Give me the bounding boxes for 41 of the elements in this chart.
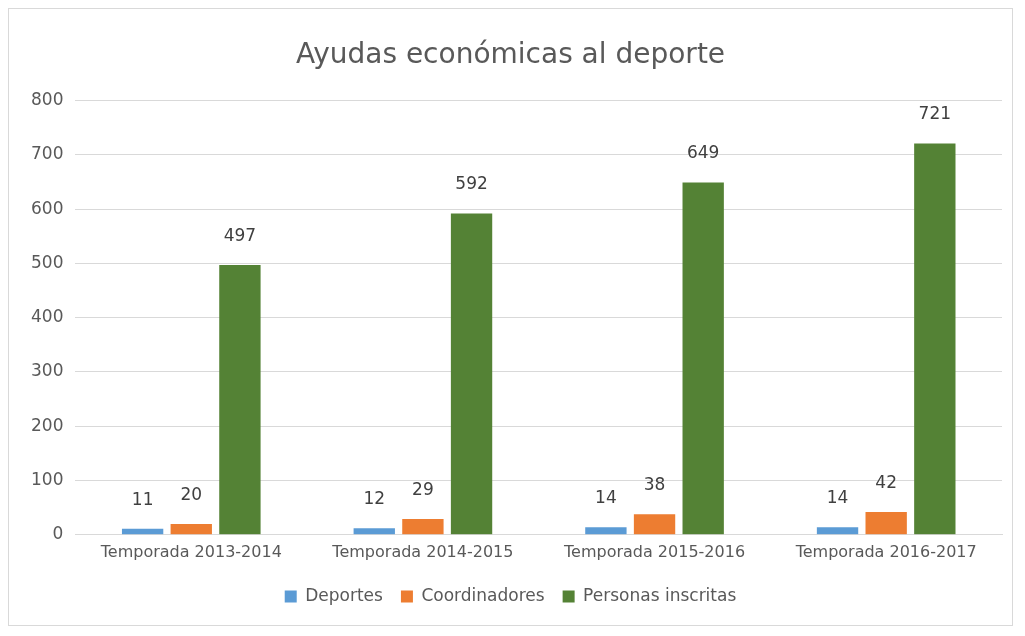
data-label: 38 (643, 474, 666, 495)
bar (170, 523, 212, 535)
bar (865, 512, 907, 535)
x-tick-label: Temporada 2013-2014 (99, 541, 282, 561)
y-tick-label: 200 (30, 414, 64, 435)
data-label: 14 (826, 487, 849, 508)
y-tick-label: 300 (30, 360, 64, 381)
y-tick-label: 700 (30, 143, 64, 164)
bar (219, 265, 261, 535)
bar (633, 514, 676, 535)
data-label: 12 (363, 488, 386, 509)
data-label: 592 (455, 173, 488, 194)
legend-label: Personas inscritas (583, 584, 737, 605)
data-label: 497 (223, 224, 257, 245)
y-tick-label: 0 (52, 523, 64, 544)
bar (914, 143, 956, 535)
data-label: 20 (180, 483, 203, 504)
chart-title: Ayudas económicas al deporte (295, 37, 726, 71)
x-tick-label: Temporada 2014-2015 (331, 541, 514, 561)
data-label: 42 (875, 471, 897, 492)
data-label: 721 (918, 103, 952, 124)
y-tick-label: 400 (30, 306, 64, 327)
bar (816, 527, 859, 535)
y-tick-label: 500 (30, 251, 64, 272)
data-label: 649 (686, 142, 720, 163)
bar (121, 528, 164, 535)
x-tick-label: Temporada 2015-2016 (563, 541, 746, 561)
y-tick-label: 600 (30, 197, 64, 218)
data-label: 14 (595, 487, 617, 508)
bar (450, 213, 493, 535)
data-label: 11 (131, 488, 154, 509)
bar (402, 519, 444, 535)
y-tick-label: 100 (30, 468, 64, 489)
bar (353, 528, 395, 535)
legend-label: Coordinadores (421, 584, 545, 605)
bar (682, 182, 724, 535)
data-label: 29 (412, 478, 434, 499)
legend-label: Deportes (305, 584, 384, 605)
bar (585, 527, 627, 535)
y-tick-label: 800 (30, 89, 64, 110)
x-tick-label: Temporada 2016-2017 (794, 541, 977, 561)
